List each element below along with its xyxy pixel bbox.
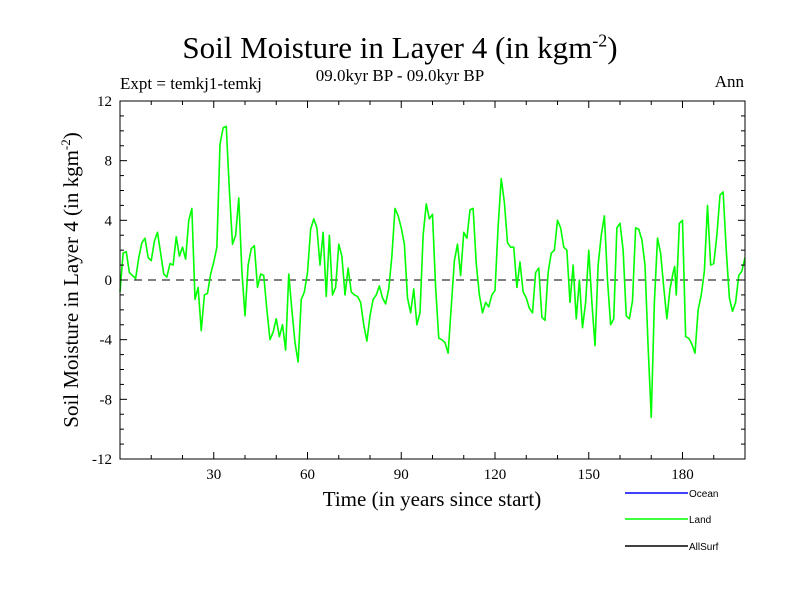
y-tick-label: 12 — [97, 94, 112, 110]
y-tick-label: 8 — [105, 154, 113, 170]
y-tick-label: 4 — [105, 213, 113, 229]
y-tick-label: -4 — [100, 333, 113, 349]
season-label: Ann — [714, 72, 744, 91]
y-tick-label: -8 — [100, 392, 113, 408]
plot-area — [119, 125, 746, 419]
legend-label-land: Land — [689, 515, 711, 526]
axes: 30 60 90 120 150 180 -12 -8 -4 0 4 8 12 Soil Moisture… — [58, 94, 746, 483]
x-tick-label: 90 — [394, 467, 409, 483]
legend: Ocean Land AllSurf — [625, 489, 719, 553]
chart-title: Soil Moisture in Layer 4 (in kgm-2) — [182, 30, 618, 65]
series-line-land — [119, 125, 746, 419]
x-tick-label: 180 — [671, 467, 694, 483]
y-axis-title: Soil Moisture in Layer 4 (in kgm-2) — [58, 132, 83, 427]
legend-label-allsurf: AllSurf — [689, 542, 719, 553]
experiment-label: Expt = temkj1-temkj — [120, 74, 262, 93]
x-tick-label: 60 — [300, 467, 315, 483]
x-tick-label: 120 — [484, 467, 507, 483]
y-tick-label: -12 — [92, 452, 112, 468]
chart-subtitle: 09.0kyr BP - 09.0kyr BP — [315, 66, 485, 85]
y-tick-label: 0 — [105, 273, 113, 289]
x-axis-title: Time (in years since start) — [323, 487, 542, 511]
legend-label-ocean: Ocean — [689, 489, 718, 500]
x-tick-label: 150 — [578, 467, 601, 483]
x-tick-label: 30 — [206, 467, 221, 483]
